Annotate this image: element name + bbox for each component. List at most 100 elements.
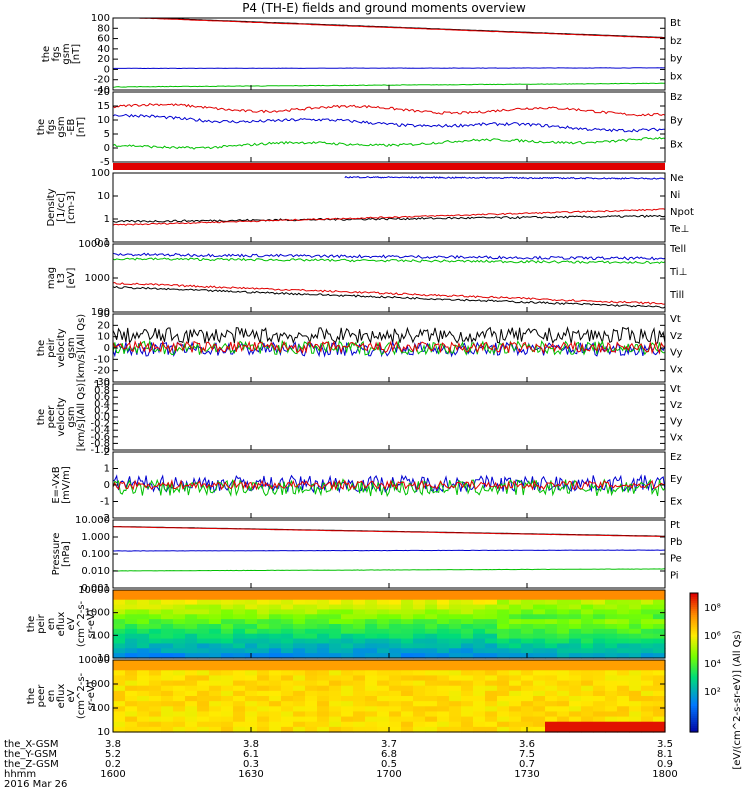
spectrogram-cell: [365, 628, 378, 635]
spectrogram-cell: [401, 660, 414, 666]
spectrogram-cell: [449, 590, 462, 596]
spectrogram-cell: [485, 665, 498, 671]
spectrogram-cell: [377, 685, 390, 692]
spectrogram-cell: [317, 609, 330, 615]
spectrogram-cell: [149, 706, 162, 713]
spectrogram-cell: [389, 653, 402, 659]
spectrogram-cell: [281, 633, 294, 640]
spectrogram-cell: [413, 670, 426, 677]
y-tick-label: 10: [97, 115, 110, 126]
spectrogram-cell: [365, 614, 378, 620]
spectrogram-cell: [125, 633, 138, 640]
series-line-green: [112, 257, 666, 265]
y-axis-label: velocity: [56, 328, 67, 367]
legend-entry: Ti⊥: [669, 267, 687, 278]
spectrogram-cell: [221, 665, 234, 671]
spectrogram-cell: [293, 706, 306, 713]
spectrogram-cell: [341, 701, 354, 707]
spectrogram-cell: [485, 638, 498, 645]
series-line-green: [112, 568, 666, 572]
y-axis-label: [1/cc]: [56, 193, 67, 222]
spectrogram-cell: [425, 675, 438, 682]
spectrogram-cell: [473, 696, 486, 702]
spectrogram-cell: [509, 711, 522, 718]
spectrogram-cell: [569, 628, 582, 635]
spectrogram-cell: [473, 633, 486, 640]
spectrogram-cell: [317, 590, 330, 596]
spectrogram-cell: [341, 643, 354, 649]
spectrogram-cell: [149, 675, 162, 682]
series-line-green: [112, 478, 666, 498]
spectrogram-cell: [293, 696, 306, 702]
spectrogram-cell: [413, 599, 426, 606]
spectrogram-cell: [149, 653, 162, 659]
y-axis-label: peer: [36, 684, 47, 708]
spectrogram-cell: [149, 594, 162, 601]
spectrogram-cell: [641, 701, 654, 707]
spectrogram-cell: [113, 675, 126, 682]
spectrogram-cell: [365, 594, 378, 601]
y-tick-label: 1: [104, 464, 110, 475]
spectrogram-cell: [593, 706, 606, 713]
colorbar-frame: [689, 592, 699, 733]
spectrogram-cell: [305, 675, 318, 682]
legend-entry: Bt: [670, 18, 681, 29]
spectrogram-cell: [269, 716, 282, 723]
spectrogram-cell: [137, 660, 150, 666]
spectrogram-cell: [137, 716, 150, 723]
spectrogram-cell: [545, 614, 558, 620]
spectrogram-cell: [605, 685, 618, 692]
spectrogram-cell: [377, 726, 390, 733]
spectrogram-cell: [233, 624, 246, 630]
spectrogram-cell: [533, 599, 546, 606]
spectrogram-cell: [269, 619, 282, 625]
spectrogram-cell: [401, 690, 414, 697]
spectrogram-cell: [497, 665, 510, 671]
spectrogram-cell: [533, 614, 546, 620]
spectrogram-cell: [401, 701, 414, 707]
colorbar-swatch: [690, 638, 698, 642]
legend-entry: Vy: [670, 416, 683, 427]
spectrogram-cell: [293, 726, 306, 733]
spectrogram-cell: [509, 609, 522, 615]
spectrogram-cell: [113, 643, 126, 649]
spectrogram-cell: [257, 648, 270, 654]
spectrogram-cell: [617, 599, 630, 606]
spectrogram-cell: [161, 590, 174, 596]
quality-flag-bar: [113, 163, 665, 170]
spectrogram-cell: [281, 614, 294, 620]
colorbar-swatch: [690, 700, 698, 703]
y-tick-label: 100: [91, 703, 110, 714]
spectrogram-cell: [317, 726, 330, 733]
ephemeris-value: 1730: [514, 769, 539, 780]
spectrogram-cell: [353, 624, 366, 630]
spectrogram-cell: [461, 675, 474, 682]
spectrogram-cell: [569, 690, 582, 697]
spectrogram-cell: [641, 590, 654, 596]
spectrogram-cell: [557, 721, 570, 728]
spectrogram-cell: [605, 665, 618, 671]
spectrogram-cell: [581, 648, 594, 654]
spectrogram-cell: [365, 680, 378, 687]
legend-entry: Vt: [670, 314, 681, 325]
spectrogram-cell: [233, 653, 246, 659]
spectrogram-cell: [569, 716, 582, 723]
spectrogram-cell: [269, 614, 282, 620]
spectrogram-cell: [221, 675, 234, 682]
spectrogram-cell: [521, 628, 534, 635]
spectrogram-cell: [125, 721, 138, 728]
spectrogram-cell: [629, 680, 642, 687]
spectrogram-cell: [269, 653, 282, 659]
spectrogram-cell: [353, 604, 366, 611]
spectrogram-cell: [545, 590, 558, 596]
spectrogram-cell: [293, 665, 306, 671]
spectrogram-cell: [365, 685, 378, 692]
y-tick-label: 10000: [78, 655, 110, 666]
spectrogram-cell: [617, 670, 630, 677]
spectrogram-cell: [221, 638, 234, 645]
spectrogram-cell: [473, 614, 486, 620]
spectrogram-cell: [569, 680, 582, 687]
y-tick-label: 1000: [85, 273, 110, 284]
spectrogram-cell: [509, 670, 522, 677]
